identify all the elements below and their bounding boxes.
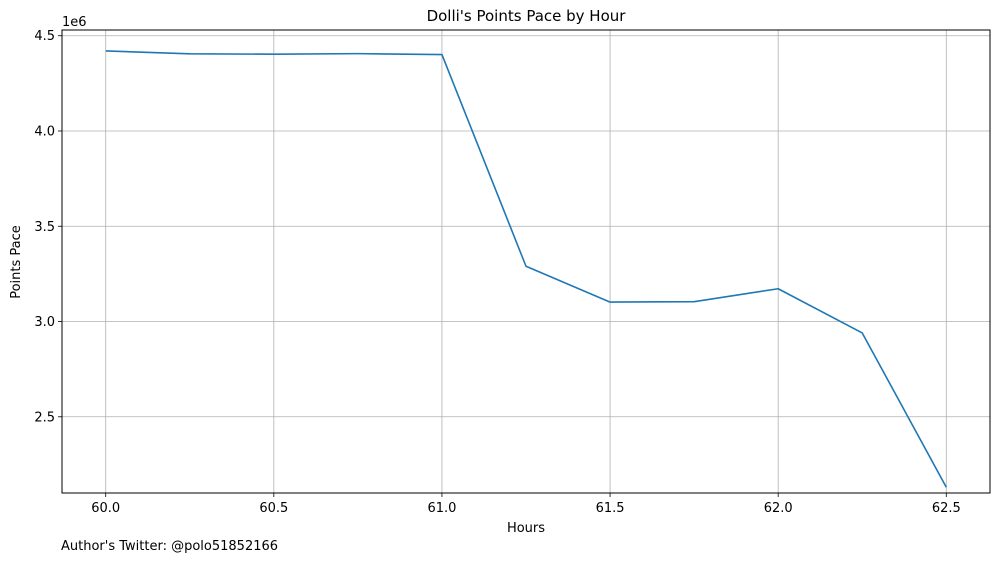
y-tick-label: 4.5 [34, 29, 55, 44]
y-tick-label: 3.5 [34, 220, 55, 235]
x-tick-label: 60.5 [259, 501, 288, 516]
x-tick-label: 62.0 [764, 501, 793, 516]
series-line [105, 50, 947, 488]
y-axis: 2.5 3.0 3.5 4.0 4.5 [34, 29, 62, 425]
series-layer [105, 50, 947, 488]
grid [62, 30, 990, 493]
x-tick-label: 61.5 [596, 501, 625, 516]
y-axis-label: Points Pace [9, 225, 24, 299]
x-tick-label: 60.0 [91, 501, 120, 516]
x-tick-label: 61.0 [427, 501, 456, 516]
x-tick-label: 62.5 [932, 501, 961, 516]
axes-frame [61, 29, 991, 494]
chart-title: Dolli's Points Pace by Hour [427, 7, 627, 25]
y-axis-multiplier: 1e6 [62, 15, 87, 30]
y-tick-label: 4.0 [34, 124, 55, 139]
x-axis: 60.0 60.5 61.0 61.5 62.0 62.5 [91, 493, 961, 516]
author-credit: Author's Twitter: @polo51852166 [61, 539, 278, 554]
x-axis-label: Hours [507, 521, 545, 536]
y-tick-label: 2.5 [34, 410, 55, 425]
y-tick-label: 3.0 [34, 315, 55, 330]
